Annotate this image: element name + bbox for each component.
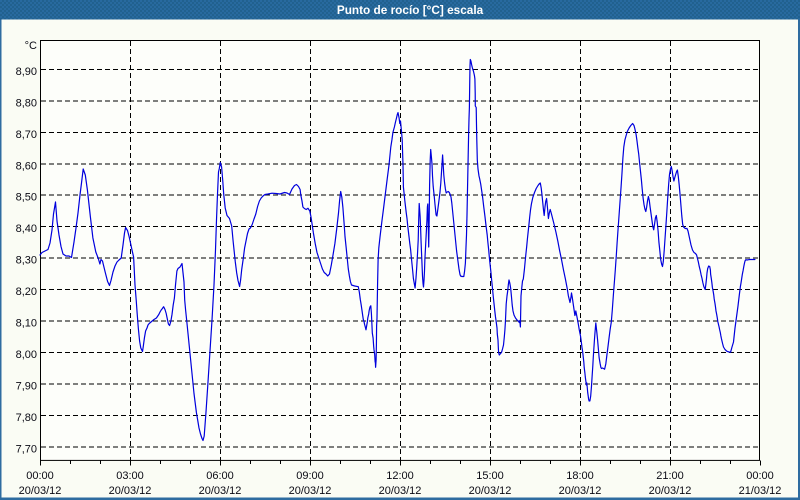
- svg-text:06:00: 06:00: [206, 470, 234, 482]
- svg-text:20/03/12: 20/03/12: [109, 485, 152, 497]
- svg-text:20/03/12: 20/03/12: [289, 485, 332, 497]
- svg-text:8,20: 8,20: [16, 286, 37, 298]
- svg-text:21:00: 21:00: [656, 470, 684, 482]
- svg-text:8,00: 8,00: [16, 349, 37, 361]
- svg-text:8,10: 8,10: [16, 318, 37, 330]
- svg-text:7,90: 7,90: [16, 380, 37, 392]
- svg-text:20/03/12: 20/03/12: [649, 485, 692, 497]
- svg-text:00:00: 00:00: [26, 470, 54, 482]
- svg-text:8,50: 8,50: [16, 192, 37, 204]
- svg-text:8,60: 8,60: [16, 160, 37, 172]
- svg-text:12:00: 12:00: [386, 470, 414, 482]
- svg-text:03:00: 03:00: [116, 470, 144, 482]
- svg-text:20/03/12: 20/03/12: [19, 485, 62, 497]
- svg-text:°C: °C: [25, 40, 37, 52]
- svg-text:7,80: 7,80: [16, 412, 37, 424]
- svg-text:20/03/12: 20/03/12: [469, 485, 512, 497]
- svg-text:7,70: 7,70: [16, 443, 37, 455]
- svg-text:15:00: 15:00: [476, 470, 504, 482]
- svg-text:Punto de rocío [°C] escala: Punto de rocío [°C] escala: [337, 3, 484, 17]
- svg-text:8,30: 8,30: [16, 255, 37, 267]
- svg-text:8,80: 8,80: [16, 97, 37, 109]
- svg-text:20/03/12: 20/03/12: [379, 485, 422, 497]
- svg-text:18:00: 18:00: [566, 470, 594, 482]
- svg-text:20/03/12: 20/03/12: [559, 485, 602, 497]
- svg-text:8,90: 8,90: [16, 66, 37, 78]
- svg-text:09:00: 09:00: [296, 470, 324, 482]
- svg-text:21/03/12: 21/03/12: [739, 485, 782, 497]
- svg-text:20/03/12: 20/03/12: [199, 485, 242, 497]
- svg-text:8,40: 8,40: [16, 223, 37, 235]
- svg-text:8,70: 8,70: [16, 129, 37, 141]
- svg-text:00:00: 00:00: [746, 470, 774, 482]
